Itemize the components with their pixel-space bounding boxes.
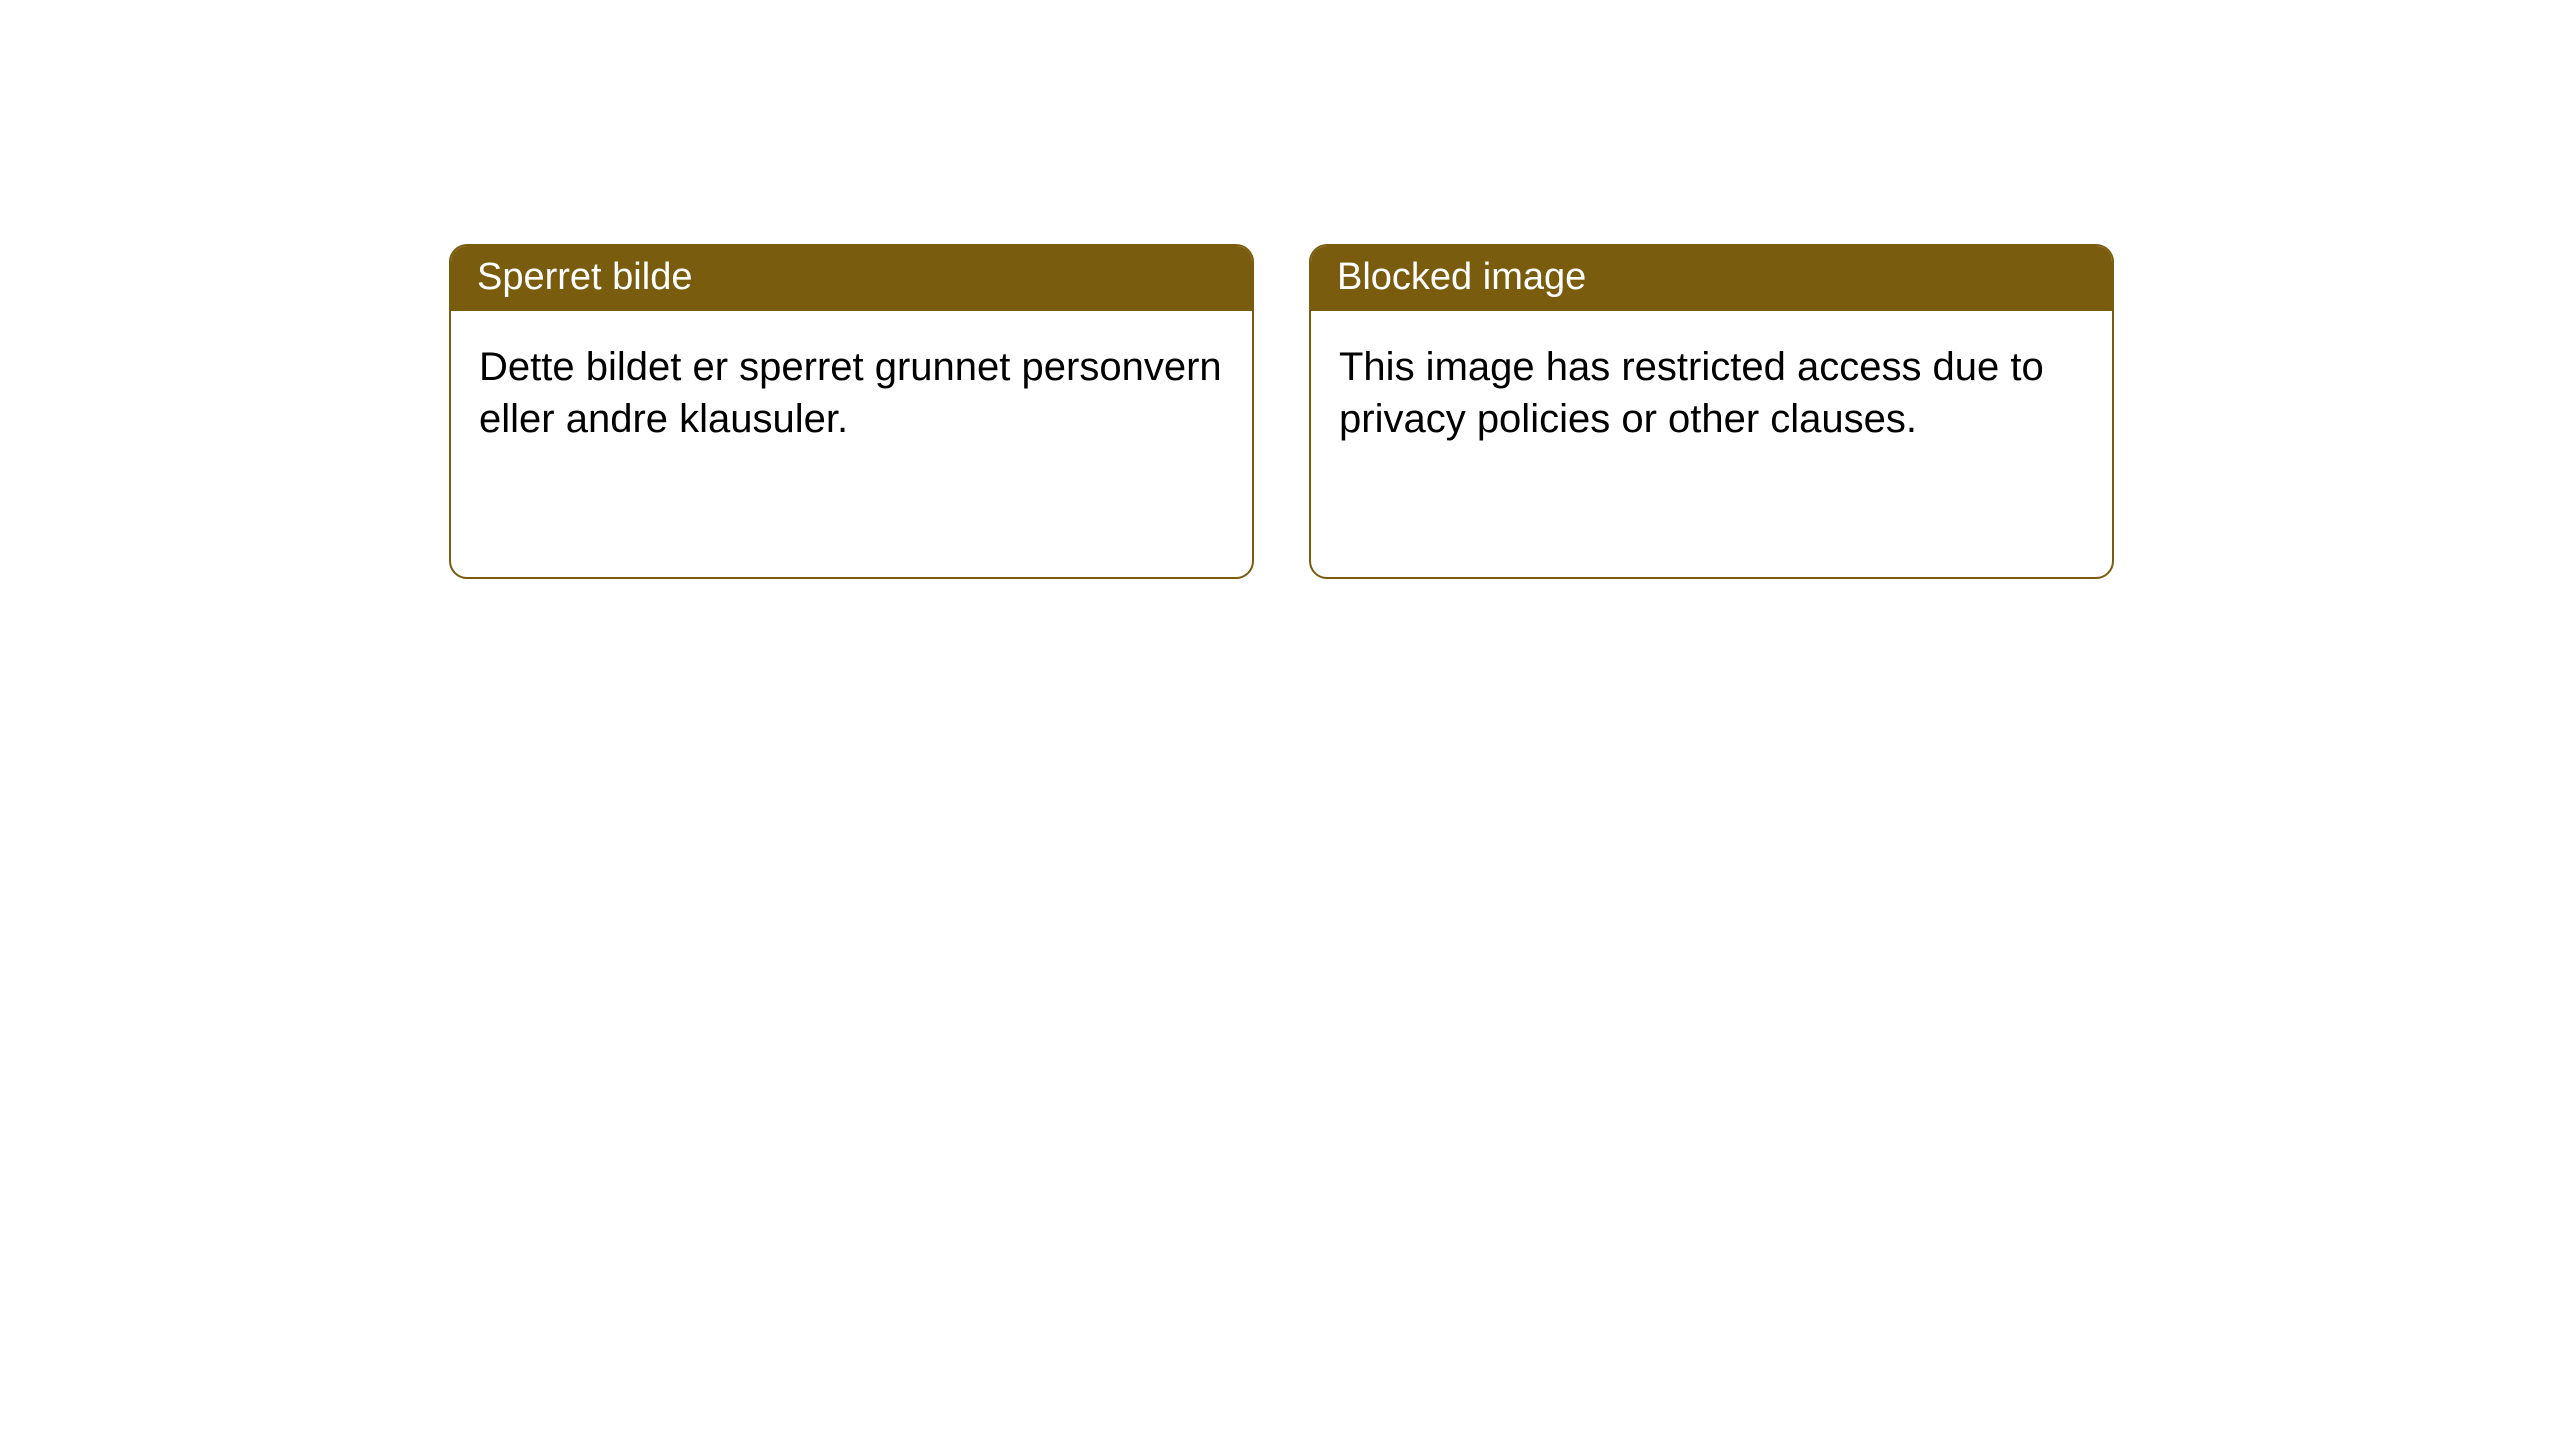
notice-text-norwegian: Dette bildet er sperret grunnet personve…: [479, 345, 1222, 441]
notice-header-norwegian: Sperret bilde: [451, 246, 1252, 311]
notice-title-english: Blocked image: [1337, 256, 1586, 298]
notice-header-english: Blocked image: [1311, 246, 2112, 311]
notice-body-english: This image has restricted access due to …: [1311, 311, 2112, 475]
notice-card-english: Blocked image This image has restricted …: [1309, 244, 2114, 579]
notice-text-english: This image has restricted access due to …: [1339, 345, 2044, 441]
notice-card-norwegian: Sperret bilde Dette bildet er sperret gr…: [449, 244, 1254, 579]
notice-title-norwegian: Sperret bilde: [477, 256, 692, 298]
notice-container: Sperret bilde Dette bildet er sperret gr…: [449, 244, 2114, 579]
notice-body-norwegian: Dette bildet er sperret grunnet personve…: [451, 311, 1252, 475]
